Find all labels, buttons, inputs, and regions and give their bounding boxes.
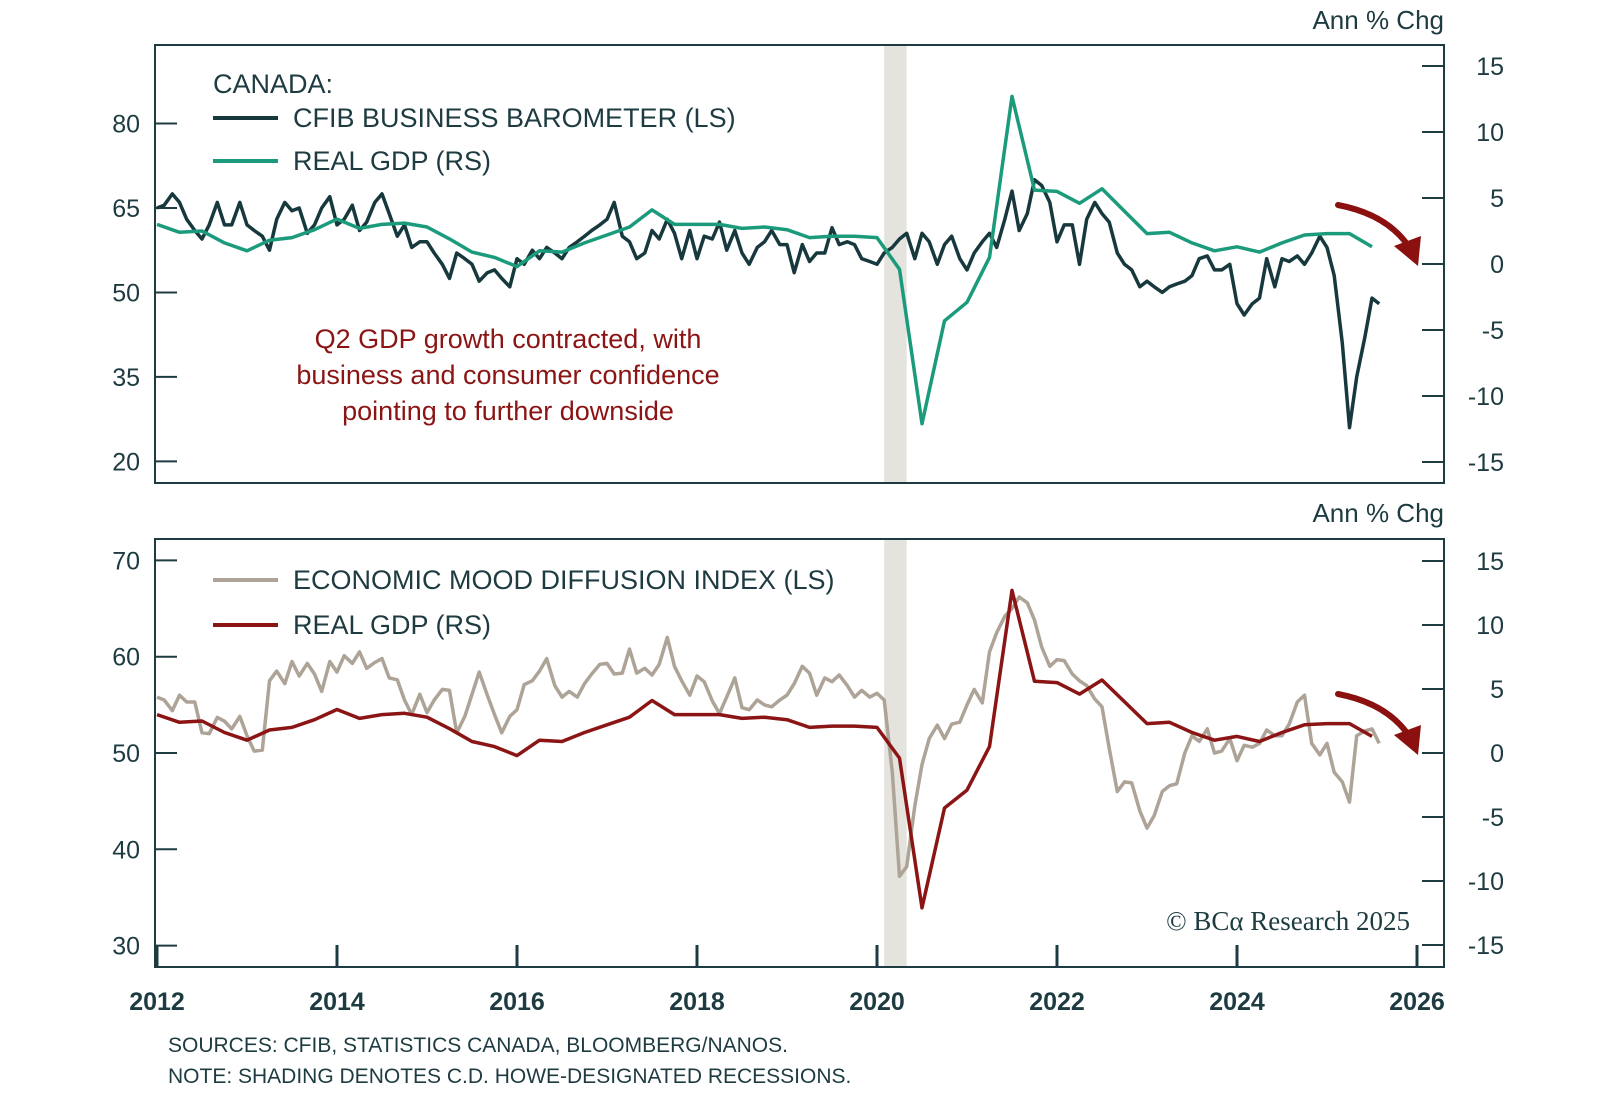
x-tick-label: 2020 <box>849 988 905 1016</box>
series-line-real-gdp-rs <box>156 588 1373 910</box>
left-tick-label: 50 <box>112 740 140 768</box>
top-series <box>156 94 1381 430</box>
right-tick-label: 5 <box>1490 676 1504 704</box>
x-tick-label: 2014 <box>309 988 365 1016</box>
x-tick-label: 2024 <box>1209 988 1265 1016</box>
right-tick-label: 0 <box>1490 740 1504 768</box>
left-tick-label: 70 <box>112 547 140 575</box>
series-line-economic-mood-diffusion-index-ls <box>156 595 1381 879</box>
left-tick-label: 35 <box>112 364 140 392</box>
note-text: NOTE: SHADING DENOTES C.D. HOWE-DESIGNAT… <box>168 1065 851 1088</box>
left-tick-label: 65 <box>112 195 140 223</box>
left-tick-label: 30 <box>112 933 140 961</box>
bottom-panel-frame <box>154 538 1445 968</box>
top-right-axis: -15 -10 -5 0 5 10 15 <box>1422 53 1504 477</box>
x-tick-label: 2016 <box>489 988 545 1016</box>
right-tick-label: 10 <box>1476 119 1504 147</box>
bottom-left-axis: 30 40 50 60 70 <box>112 547 177 961</box>
sources-text: SOURCES: CFIB, STATISTICS CANADA, BLOOMB… <box>168 1034 788 1057</box>
right-tick-label: 0 <box>1490 251 1504 279</box>
right-tick-label: -15 <box>1468 932 1504 960</box>
top-legend-label-gdp: REAL GDP (RS) <box>293 146 491 176</box>
x-tick-label: 2018 <box>669 988 725 1016</box>
annotation-line-3: pointing to further downside <box>342 396 674 426</box>
left-tick-label: 80 <box>112 111 140 139</box>
top-left-axis: 20 35 50 65 80 <box>112 111 177 476</box>
series-line-cfib-business-barometer-ls <box>156 178 1381 430</box>
top-right-axis-unit: Ann % Chg <box>1312 5 1444 35</box>
x-tick-label: 2012 <box>129 988 185 1016</box>
right-tick-label: 15 <box>1476 53 1504 81</box>
right-tick-label: -5 <box>1482 317 1504 345</box>
right-tick-label: -10 <box>1468 868 1504 896</box>
right-tick-label: 10 <box>1476 612 1504 640</box>
right-tick-label: 15 <box>1476 548 1504 576</box>
right-tick-label: -15 <box>1468 449 1504 477</box>
x-tick-label: 2022 <box>1029 988 1085 1016</box>
bottom-legend-label-emdi: ECONOMIC MOOD DIFFUSION INDEX (LS) <box>293 565 835 595</box>
left-tick-label: 60 <box>112 644 140 672</box>
right-tick-label: 5 <box>1490 185 1504 213</box>
bottom-panel: Ann % Chg 30 40 50 60 70 -15 -10 -5 0 5 10 15 2012… <box>112 498 1504 1016</box>
copyright-text: © BCα Research 2025 <box>1166 906 1410 936</box>
annotation-line-2: business and consumer confidence <box>296 360 719 390</box>
right-tick-label: -5 <box>1482 804 1504 832</box>
right-tick-label: -10 <box>1468 383 1504 411</box>
x-axis: 2012 2014 2016 2018 2020 2022 2024 2026 <box>129 945 1445 1016</box>
left-tick-label: 40 <box>112 836 140 864</box>
bottom-downside-arrow-icon <box>1335 691 1421 755</box>
x-tick-label: 2026 <box>1389 988 1445 1016</box>
top-downside-arrow-icon <box>1335 202 1421 266</box>
bottom-legend-label-gdp: REAL GDP (RS) <box>293 610 491 640</box>
series-line-real-gdp-rs <box>156 94 1373 426</box>
top-legend-label-cfib: CFIB BUSINESS BAROMETER (LS) <box>293 103 736 133</box>
bottom-right-axis: -15 -10 -5 0 5 10 15 <box>1422 548 1504 960</box>
left-tick-label: 20 <box>112 448 140 476</box>
top-panel: Ann % Chg 20 35 50 65 80 -15 -10 -5 0 5 10 15 CANA… <box>112 5 1504 484</box>
bottom-right-axis-unit: Ann % Chg <box>1312 498 1444 528</box>
annotation-line-1: Q2 GDP growth contracted, with <box>315 324 702 354</box>
left-tick-label: 50 <box>112 279 140 307</box>
top-legend-title: CANADA: <box>213 69 333 99</box>
bottom-series <box>156 588 1381 910</box>
